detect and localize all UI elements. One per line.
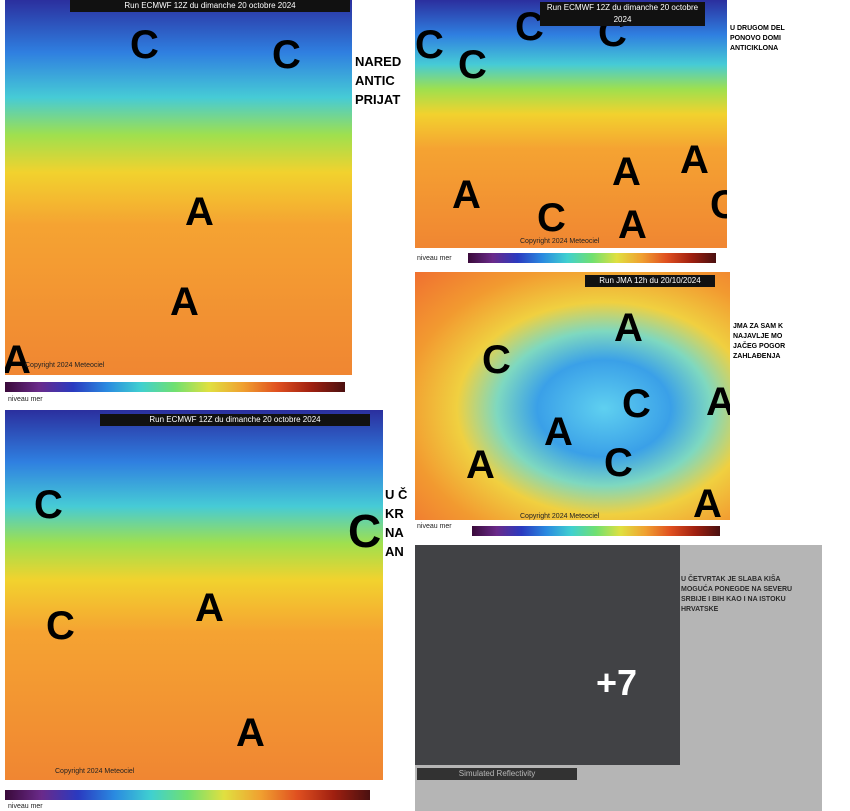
legend-label: niveau mer (417, 523, 452, 530)
caption-line: MOGUĆA PONEGDE NA SEVERU (681, 586, 793, 593)
caption: U DRUGOM DEL PONOVO DOMI ANTICIKLONA (730, 24, 785, 54)
pressure-letter: C (415, 23, 444, 67)
caption-line: ANTIC (355, 73, 395, 88)
caption-line: NARED (355, 54, 402, 69)
pressure-letter: C (482, 338, 511, 382)
caption-line: NAJAVLJE MO (733, 333, 783, 340)
copyright: Copyright 2024 Meteociel (25, 362, 105, 369)
copyright: Copyright 2024 Meteociel (520, 238, 600, 245)
pressure-letter: A (706, 380, 730, 424)
caption-line: SRBIJE I BIH KAO I NA ISTOKU (681, 596, 786, 603)
caption-line: ZAHLAĐENJA (733, 353, 781, 360)
caption-line: KR (385, 506, 404, 521)
map-title: Simulated Reflectivity (417, 768, 577, 780)
color-scale (5, 382, 345, 392)
color-scale (5, 790, 370, 800)
pressure-letter: C (46, 604, 75, 648)
copyright: Copyright 2024 Meteociel (520, 513, 600, 520)
weather-map[interactable]: C C A A (5, 410, 383, 780)
pressure-letter: A (544, 410, 573, 454)
more-overlay[interactable] (415, 545, 822, 811)
pressure-letter: A (5, 338, 31, 375)
map-title: Run ECMWF 12Z du dimanche 20 octobre 202… (100, 414, 370, 426)
caption-line: JAČEG POGOR (733, 343, 786, 350)
pressure-letter: C (34, 483, 63, 527)
pressure-letter: C (622, 382, 651, 426)
pressure-letter: A (170, 280, 199, 324)
pressure-letter: A (680, 138, 709, 182)
pressure-letter: A (612, 150, 641, 194)
legend-label: niveau mer (8, 803, 43, 810)
map-title: Run ECMWF 12Z du dimanche 20 octobre 202… (540, 2, 705, 26)
map-title: Run ECMWF 12Z du dimanche 20 octobre 202… (70, 0, 350, 12)
color-scale (472, 526, 720, 536)
caption: U ČETVRTAK JE SLABA KIŠA MOGUĆA PONEGDE N… (681, 575, 792, 615)
caption-line: AN (385, 544, 404, 559)
caption-line: PRIJAT (355, 92, 401, 107)
caption-line: JMA ZA SAM K (733, 323, 784, 330)
legend-label: niveau mer (417, 255, 452, 262)
weather-map[interactable] (415, 545, 680, 765)
pressure-letter: A (185, 190, 214, 234)
caption-line: U DRUGOM DEL (730, 25, 785, 32)
caption-line: HRVATSKE (681, 606, 719, 613)
map-title: Run JMA 12h du 20/10/2024 (585, 275, 715, 287)
pressure-letter: A (195, 586, 224, 630)
caption: NARED ANTIC PRIJAT (355, 52, 401, 109)
pressure-letter: C (458, 43, 487, 87)
weather-map[interactable]: C C A A A (5, 0, 352, 375)
pressure-letter: C (515, 5, 544, 49)
pressure-letter: C (537, 196, 566, 240)
pressure-letter: A (466, 443, 495, 487)
caption-line: NA (385, 525, 404, 540)
pressure-letter: A (614, 306, 643, 350)
color-scale (468, 253, 716, 263)
pressure-letter: C (604, 441, 633, 485)
caption-line: U ČETVRTAK JE SLABA KIŠA (681, 576, 781, 583)
copyright: Copyright 2024 Meteociel (55, 768, 135, 775)
caption: U Č KR NA AN (385, 485, 407, 561)
pressure-letter: A (618, 203, 647, 247)
caption-line: PONOVO DOMI (730, 35, 781, 42)
pressure-letter: C (710, 183, 727, 227)
caption-line: ANTICIKLONA (730, 45, 779, 52)
caption: JMA ZA SAM K NAJAVLJE MO JAČEG POGOR ZAHLAĐ… (733, 322, 785, 362)
pressure-letter: C (348, 505, 382, 557)
caption-line: U Č (385, 487, 408, 502)
more-count[interactable]: +7 (596, 662, 638, 703)
pressure-letter: C (130, 23, 159, 67)
pressure-letter: A (452, 173, 481, 217)
pressure-letter: A (693, 482, 722, 520)
legend-label: niveau mer (8, 396, 43, 403)
pressure-letter: C (272, 33, 301, 77)
pressure-letter: A (236, 711, 265, 755)
